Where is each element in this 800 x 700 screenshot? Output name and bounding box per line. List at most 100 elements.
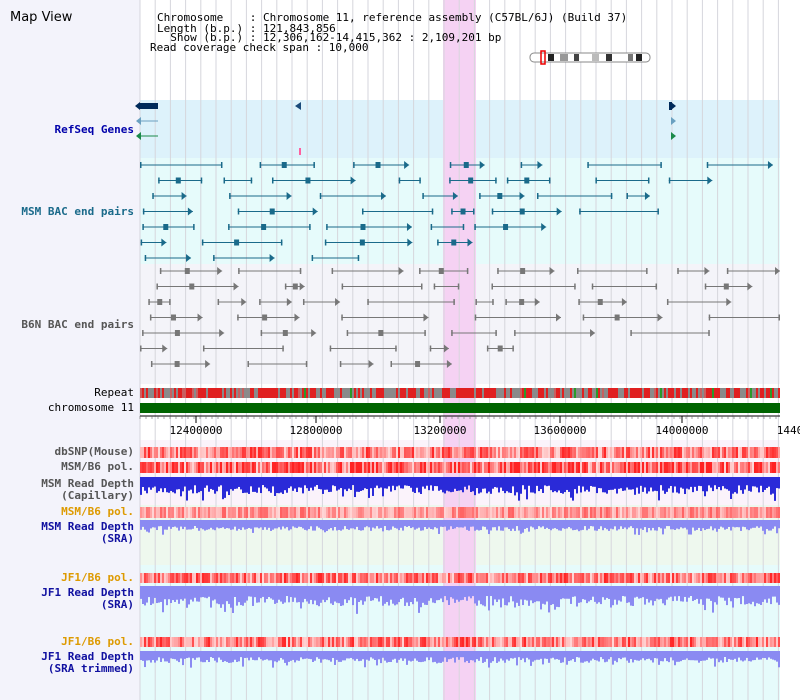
jf1-read-depth-sra-bar — [412, 586, 414, 605]
msm-b6-polymorphism-strip — [598, 462, 600, 473]
msm-bac-pair — [491, 208, 494, 215]
msm-bac-pair — [707, 176, 713, 185]
msm-read-depth-capillary-bar — [602, 477, 604, 493]
b6n-bac-pair — [378, 330, 384, 336]
jf1-read-depth-sra-bar — [318, 586, 320, 607]
jf1-b6-polymorphism-strip — [778, 573, 780, 583]
msm-read-depth-capillary-bar — [584, 477, 586, 492]
dbsnp-strip — [482, 447, 484, 458]
msm-read-depth-sra-bar — [466, 520, 468, 530]
msm-read-depth-sra-bar — [276, 520, 278, 529]
dbsnp-strip — [722, 447, 724, 458]
jf1-b6-polymorphism-strip — [186, 637, 188, 647]
refseq-genes-label[interactable]: RefSeq Genes — [54, 123, 134, 136]
dbsnp-label[interactable]: dbSNP(Mouse) — [54, 445, 134, 458]
msm-read-depth-sra-bar — [168, 520, 170, 527]
msm-read-depth-capillary-bar — [732, 477, 734, 494]
msm-b6-polymorphism-strip — [372, 462, 374, 473]
jf1-read-depth-sra-bar — [422, 586, 424, 603]
jf1-read-depth-sra-label[interactable]: JF1 Read Depth (SRA) — [41, 586, 134, 611]
dbsnp-strip — [276, 447, 278, 458]
jf1-read-depth-trimmed-bar — [652, 651, 654, 663]
jf1-read-depth-sra-bar — [284, 586, 286, 603]
msm-read-depth-sra-bar — [702, 520, 704, 529]
jf1-b6-polymorphism-strip — [262, 637, 264, 647]
msm-read-depth-sra-bar — [752, 520, 754, 528]
msm-b6-polymorphism-strip — [468, 462, 470, 473]
jf1-read-depth-sra-bar — [544, 586, 546, 605]
msm-read-depth-sra-bar — [534, 520, 536, 530]
msm-b6-polymorphism-strip — [256, 507, 258, 518]
repeat-segment — [334, 388, 336, 398]
jf1-b6-polymorphism-strip — [446, 573, 448, 583]
dbsnp-strip — [590, 447, 592, 458]
b6n-bac-label[interactable]: B6N BAC end pairs — [21, 318, 134, 331]
msm-b6-polymorphism-strip — [330, 507, 332, 518]
msm-b6-polymorphism-strip — [338, 462, 340, 473]
msm-read-depth-sra-bar — [436, 520, 438, 529]
msm-read-depth-capillary-bar — [244, 477, 246, 493]
msm-bac-label[interactable]: MSM BAC end pairs — [21, 205, 134, 218]
jf1-read-depth-trimmed-bar — [704, 651, 706, 661]
msm-b6-pol-label[interactable]: MSM/B6 pol. — [61, 460, 134, 473]
jf1-read-depth-trimmed-bar — [168, 651, 170, 663]
msm-read-depth-capillary-bar — [466, 477, 468, 490]
jf1-read-depth-sra-bar — [330, 586, 332, 604]
jf1-b6-polymorphism-strip — [294, 573, 296, 583]
msm-read-depth-sra-bar — [706, 520, 708, 530]
jf1-b6-polymorphism-strip — [384, 637, 386, 647]
dbsnp-strip — [778, 447, 780, 458]
jf1-b6-polymorphism-strip — [562, 637, 564, 647]
msm-b6-polymorphism-strip — [484, 462, 486, 473]
msm-read-depth-capillary-bar — [550, 477, 552, 491]
jf1-read-depth-trimmed-bar — [452, 651, 454, 658]
jf1-read-depth-trimmed-bar — [698, 651, 700, 663]
msm-read-depth-capillary-bar — [512, 477, 514, 487]
msm-read-depth-capillary-bar — [592, 477, 594, 487]
dbsnp-strip — [458, 447, 460, 458]
jf1-read-depth-sra-bar — [270, 586, 272, 599]
jf1-read-depth-trimmed-label[interactable]: JF1 Read Depth (SRA trimmed) — [41, 650, 134, 675]
jf1-b6-polymorphism-strip — [772, 637, 774, 647]
jf1-read-depth-sra-bar — [368, 586, 370, 597]
ideogram-band — [548, 54, 554, 61]
dbsnp-strip — [630, 447, 632, 458]
jf1-b6-polymorphism-strip — [748, 573, 750, 583]
jf1-read-depth-trimmed-bar — [346, 651, 348, 659]
msm-b6-polymorphism-strip — [526, 507, 528, 518]
jf1-b6-polymorphism-strip — [692, 573, 694, 583]
msm-read-depth-capillary-bar — [444, 477, 446, 494]
msm-read-depth-capillary-label[interactable]: MSM Read Depth (Capillary) — [41, 477, 134, 502]
jf1-read-depth-sra-bar — [230, 586, 232, 608]
msm-read-depth-capillary-bar — [640, 477, 642, 486]
jf1-read-depth-trimmed-bar — [212, 651, 214, 658]
msm-b6-pol-sra-label[interactable]: MSM/B6 pol. — [61, 505, 134, 518]
b6n-bac-pair — [446, 360, 452, 368]
repeat-segment — [694, 388, 696, 398]
jf1-read-depth-sra-bar — [502, 586, 504, 599]
msm-b6-polymorphism-strip — [306, 507, 308, 518]
refseq-gene — [669, 102, 672, 110]
dbsnp-strip — [190, 447, 192, 458]
dbsnp-strip — [684, 447, 686, 458]
jf1-b6-polymorphism-strip — [194, 573, 196, 583]
repeat-segment — [598, 388, 600, 398]
dbsnp-strip — [192, 447, 194, 458]
jf1-b6-polymorphism-strip — [206, 637, 208, 647]
msm-read-depth-sra-label[interactable]: MSM Read Depth (SRA) — [41, 520, 134, 545]
jf1-b6-pol-trimmed-label[interactable]: JF1/B6 pol. — [61, 635, 134, 648]
dbsnp-strip — [770, 447, 772, 458]
jf1-read-depth-trimmed-bar — [674, 651, 676, 666]
msm-b6-polymorphism-strip — [564, 507, 566, 518]
msm-bac-pair — [430, 224, 433, 230]
repeat-segment — [282, 388, 284, 398]
msm-b6-polymorphism-strip — [334, 507, 336, 518]
msm-b6-polymorphism-strip — [686, 462, 688, 473]
jf1-b6-pol-label[interactable]: JF1/B6 pol. — [61, 571, 134, 584]
msm-b6-polymorphism-strip — [172, 507, 174, 518]
msm-read-depth-sra-bar — [584, 520, 586, 527]
msm-b6-polymorphism-strip — [576, 507, 578, 518]
jf1-read-depth-sra-bar — [610, 586, 612, 608]
